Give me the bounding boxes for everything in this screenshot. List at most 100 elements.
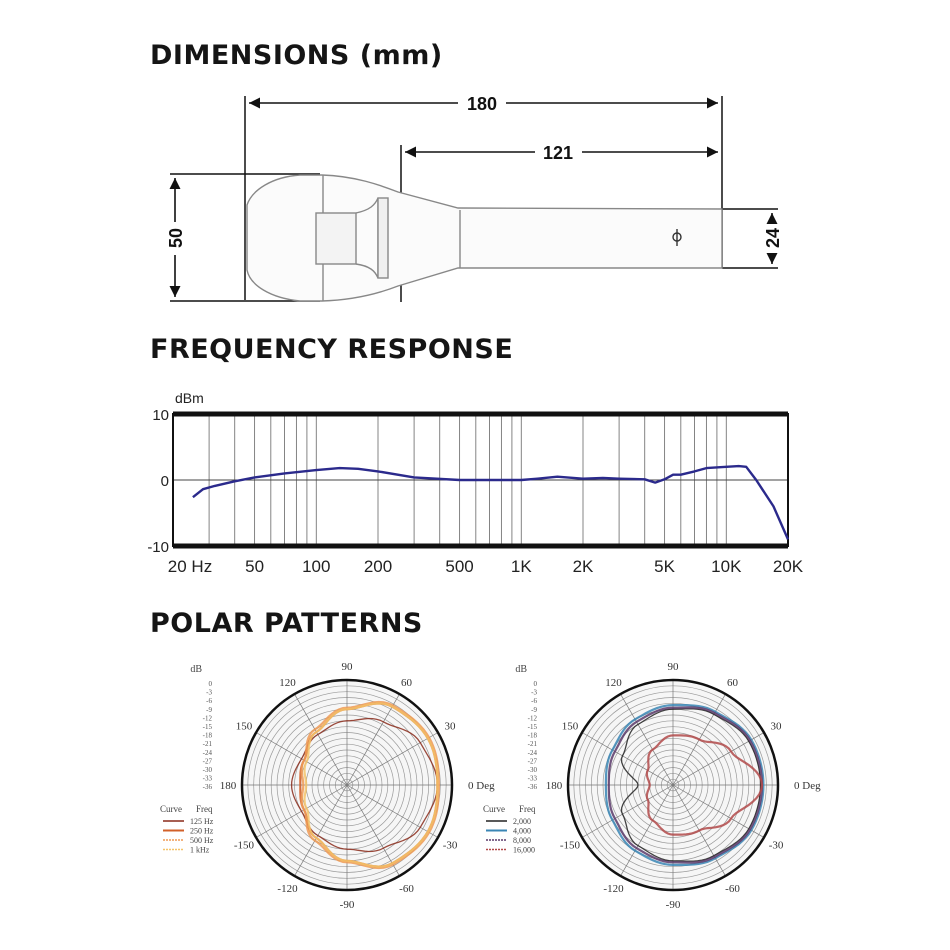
polar-angle-label: -60 (399, 883, 414, 895)
y-axis-label: dBm (175, 390, 204, 406)
polar-spoke (581, 732, 674, 786)
legend-label: 16,000 (513, 846, 535, 855)
polar-background (242, 680, 452, 890)
polar-scale-tick: 0 (209, 680, 213, 688)
polar-ring (288, 726, 406, 844)
polar-angle-label: 150 (562, 721, 579, 733)
x-tick-label: 20K (773, 557, 804, 576)
polar-angle-label: 0 Deg (794, 780, 821, 792)
polar-ring (596, 708, 750, 862)
polar-spoke (255, 784, 348, 838)
legend-label: 250 Hz (190, 827, 214, 836)
polar-angle-label: 150 (236, 721, 253, 733)
polar-scale-tick: -6 (531, 697, 537, 705)
polar-angle-label: -30 (769, 840, 784, 852)
legend-header-freq: Freq (519, 804, 536, 814)
polar-ring (253, 691, 441, 879)
polar-ring (637, 749, 709, 821)
frequency-response-line (192, 464, 790, 540)
polar-scale-tick: -18 (203, 732, 213, 740)
dimension-arrows (169, 97, 778, 297)
polar-ring (276, 714, 418, 856)
polar-angle-label: -120 (277, 883, 298, 895)
polar-spoke (346, 732, 439, 786)
polar-angle-label: 120 (279, 677, 296, 689)
polar-ring (241, 679, 453, 891)
polar-scale-tick: -12 (203, 714, 213, 722)
polar-curve (299, 702, 439, 868)
x-tick-label: 50 (245, 557, 264, 576)
polar-spoke (346, 784, 400, 877)
polar-curve (290, 717, 439, 853)
polar-curve (300, 700, 441, 870)
legend-label: 4,000 (513, 827, 531, 836)
polar-scale-tick: -12 (528, 714, 538, 722)
polar-ring (655, 767, 691, 803)
polar-scale-tick: -30 (203, 766, 213, 774)
legend-label: 2,000 (513, 817, 531, 826)
plot-frame (172, 413, 789, 547)
polar-curve (607, 706, 764, 864)
polar-angle-label: -150 (234, 840, 255, 852)
x-tick-label: 1K (511, 557, 532, 576)
polar-angle-label: 90 (668, 661, 680, 673)
polar-ring (264, 702, 430, 868)
polar-ring (620, 732, 726, 838)
x-tick-label: 5K (654, 557, 675, 576)
polar-curve (303, 702, 439, 868)
legend-label: 8,000 (513, 836, 531, 845)
polar-ring (643, 755, 703, 815)
polar-scale-tick: -21 (528, 740, 538, 748)
polar-scale-tick: -18 (528, 732, 538, 740)
polar-scale-tick: -36 (203, 783, 213, 791)
polar-spoke (346, 693, 400, 786)
y-tick-label: -10 (147, 539, 169, 556)
polar-scale-tick: -3 (531, 689, 537, 697)
head-diameter-label: 50 (166, 228, 186, 248)
polar-ring (299, 737, 395, 833)
polar-spoke (581, 784, 674, 838)
polar-ring (602, 714, 744, 856)
polar-angle-label: -90 (666, 899, 681, 911)
y-tick-label: 0 (161, 473, 169, 490)
polar-ring (329, 767, 365, 803)
polar-scale-tick: -33 (528, 775, 538, 783)
polar-ring (323, 761, 371, 809)
handle-length-label: 121 (543, 143, 573, 163)
polar-angle-label: -90 (340, 899, 355, 911)
polar-ring (247, 685, 447, 885)
polar-angle-label: 30 (771, 721, 783, 733)
polar-chart: 0 Deg 30 60 90 120 150 180 -150 -120 -90 -60 -30 dB 0… (160, 661, 495, 911)
polar-spoke (672, 784, 726, 877)
polar-angle-label: 120 (605, 677, 622, 689)
polar-ring (660, 772, 686, 798)
polar-spoke (672, 784, 765, 838)
polar-ring (270, 708, 424, 862)
plot-area (173, 414, 788, 546)
x-tick-label: 200 (364, 557, 392, 576)
polar-scale-tick: -36 (528, 783, 538, 791)
polar-scale-tick: -9 (206, 706, 212, 714)
polar-scale-tick: -15 (528, 723, 538, 731)
x-tick-label: 2K (573, 557, 594, 576)
polar-ring (340, 778, 354, 792)
polar-scale-tick: 0 (534, 680, 538, 688)
polar-ring (282, 720, 412, 850)
polar-angle-label: -60 (725, 883, 740, 895)
polar-angle-label: 180 (220, 780, 237, 792)
frequency-response-title: FREQUENCY RESPONSE (150, 334, 514, 365)
polar-scale-tick: -24 (203, 749, 213, 757)
polar-ring (649, 761, 697, 809)
polar-spoke (672, 693, 726, 786)
polar-scale-label: dB (515, 664, 527, 675)
legend-header-freq: Freq (196, 804, 213, 814)
polar-outer-ring (240, 678, 454, 892)
polar-ring (585, 697, 761, 873)
x-tick-label: 500 (445, 557, 473, 576)
polar-ring (311, 749, 383, 821)
polar-background (568, 680, 778, 890)
polar-scale-tick: -9 (531, 706, 537, 714)
dimensions-title: DIMENSIONS (mm) (150, 40, 443, 71)
polar-scale-tick: -24 (528, 749, 538, 757)
polar-scale-label: dB (190, 664, 202, 675)
